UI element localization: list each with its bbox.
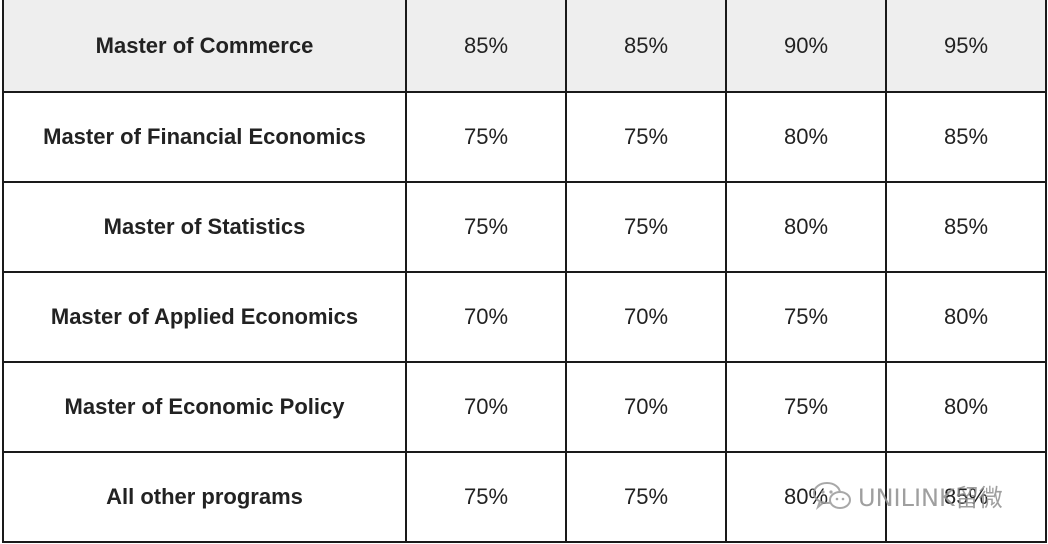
score-cell: 85%: [885, 181, 1047, 273]
score-cell: 70%: [405, 271, 567, 363]
score-cell: 80%: [725, 451, 887, 543]
score-cell: 85%: [565, 0, 727, 93]
score-cell: 85%: [885, 451, 1047, 543]
score-cell: 75%: [405, 91, 567, 183]
table-row: Master of Commerce 85% 85% 90% 95%: [2, 0, 1047, 93]
score-cell: 70%: [405, 361, 567, 453]
score-cell: 70%: [565, 271, 727, 363]
table-row: All other programs 75% 75% 80% 85%: [2, 451, 1047, 543]
score-cell: 80%: [725, 91, 887, 183]
program-name: Master of Economic Policy: [2, 361, 407, 453]
score-cell: 75%: [565, 181, 727, 273]
score-cell: 75%: [405, 181, 567, 273]
score-cell: 80%: [725, 181, 887, 273]
table-row: Master of Applied Economics 70% 70% 75% …: [2, 271, 1047, 363]
score-cell: 75%: [405, 451, 567, 543]
table-row: Master of Economic Policy 70% 70% 75% 80…: [2, 361, 1047, 453]
program-name: Master of Commerce: [2, 0, 407, 93]
score-cell: 75%: [565, 91, 727, 183]
score-cell: 75%: [565, 451, 727, 543]
score-cell: 75%: [725, 271, 887, 363]
score-cell: 70%: [565, 361, 727, 453]
program-name: Master of Applied Economics: [2, 271, 407, 363]
score-cell: 80%: [885, 361, 1047, 453]
score-cell: 75%: [725, 361, 887, 453]
score-cell: 85%: [885, 91, 1047, 183]
score-cell: 85%: [405, 0, 567, 93]
program-name: Master of Statistics: [2, 181, 407, 273]
program-name: All other programs: [2, 451, 407, 543]
program-name: Master of Financial Economics: [2, 91, 407, 183]
score-cell: 80%: [885, 271, 1047, 363]
table-row: Master of Statistics 75% 75% 80% 85%: [2, 181, 1047, 273]
table-row: Master of Financial Economics 75% 75% 80…: [2, 91, 1047, 183]
score-cell: 95%: [885, 0, 1047, 93]
score-cell: 90%: [725, 0, 887, 93]
